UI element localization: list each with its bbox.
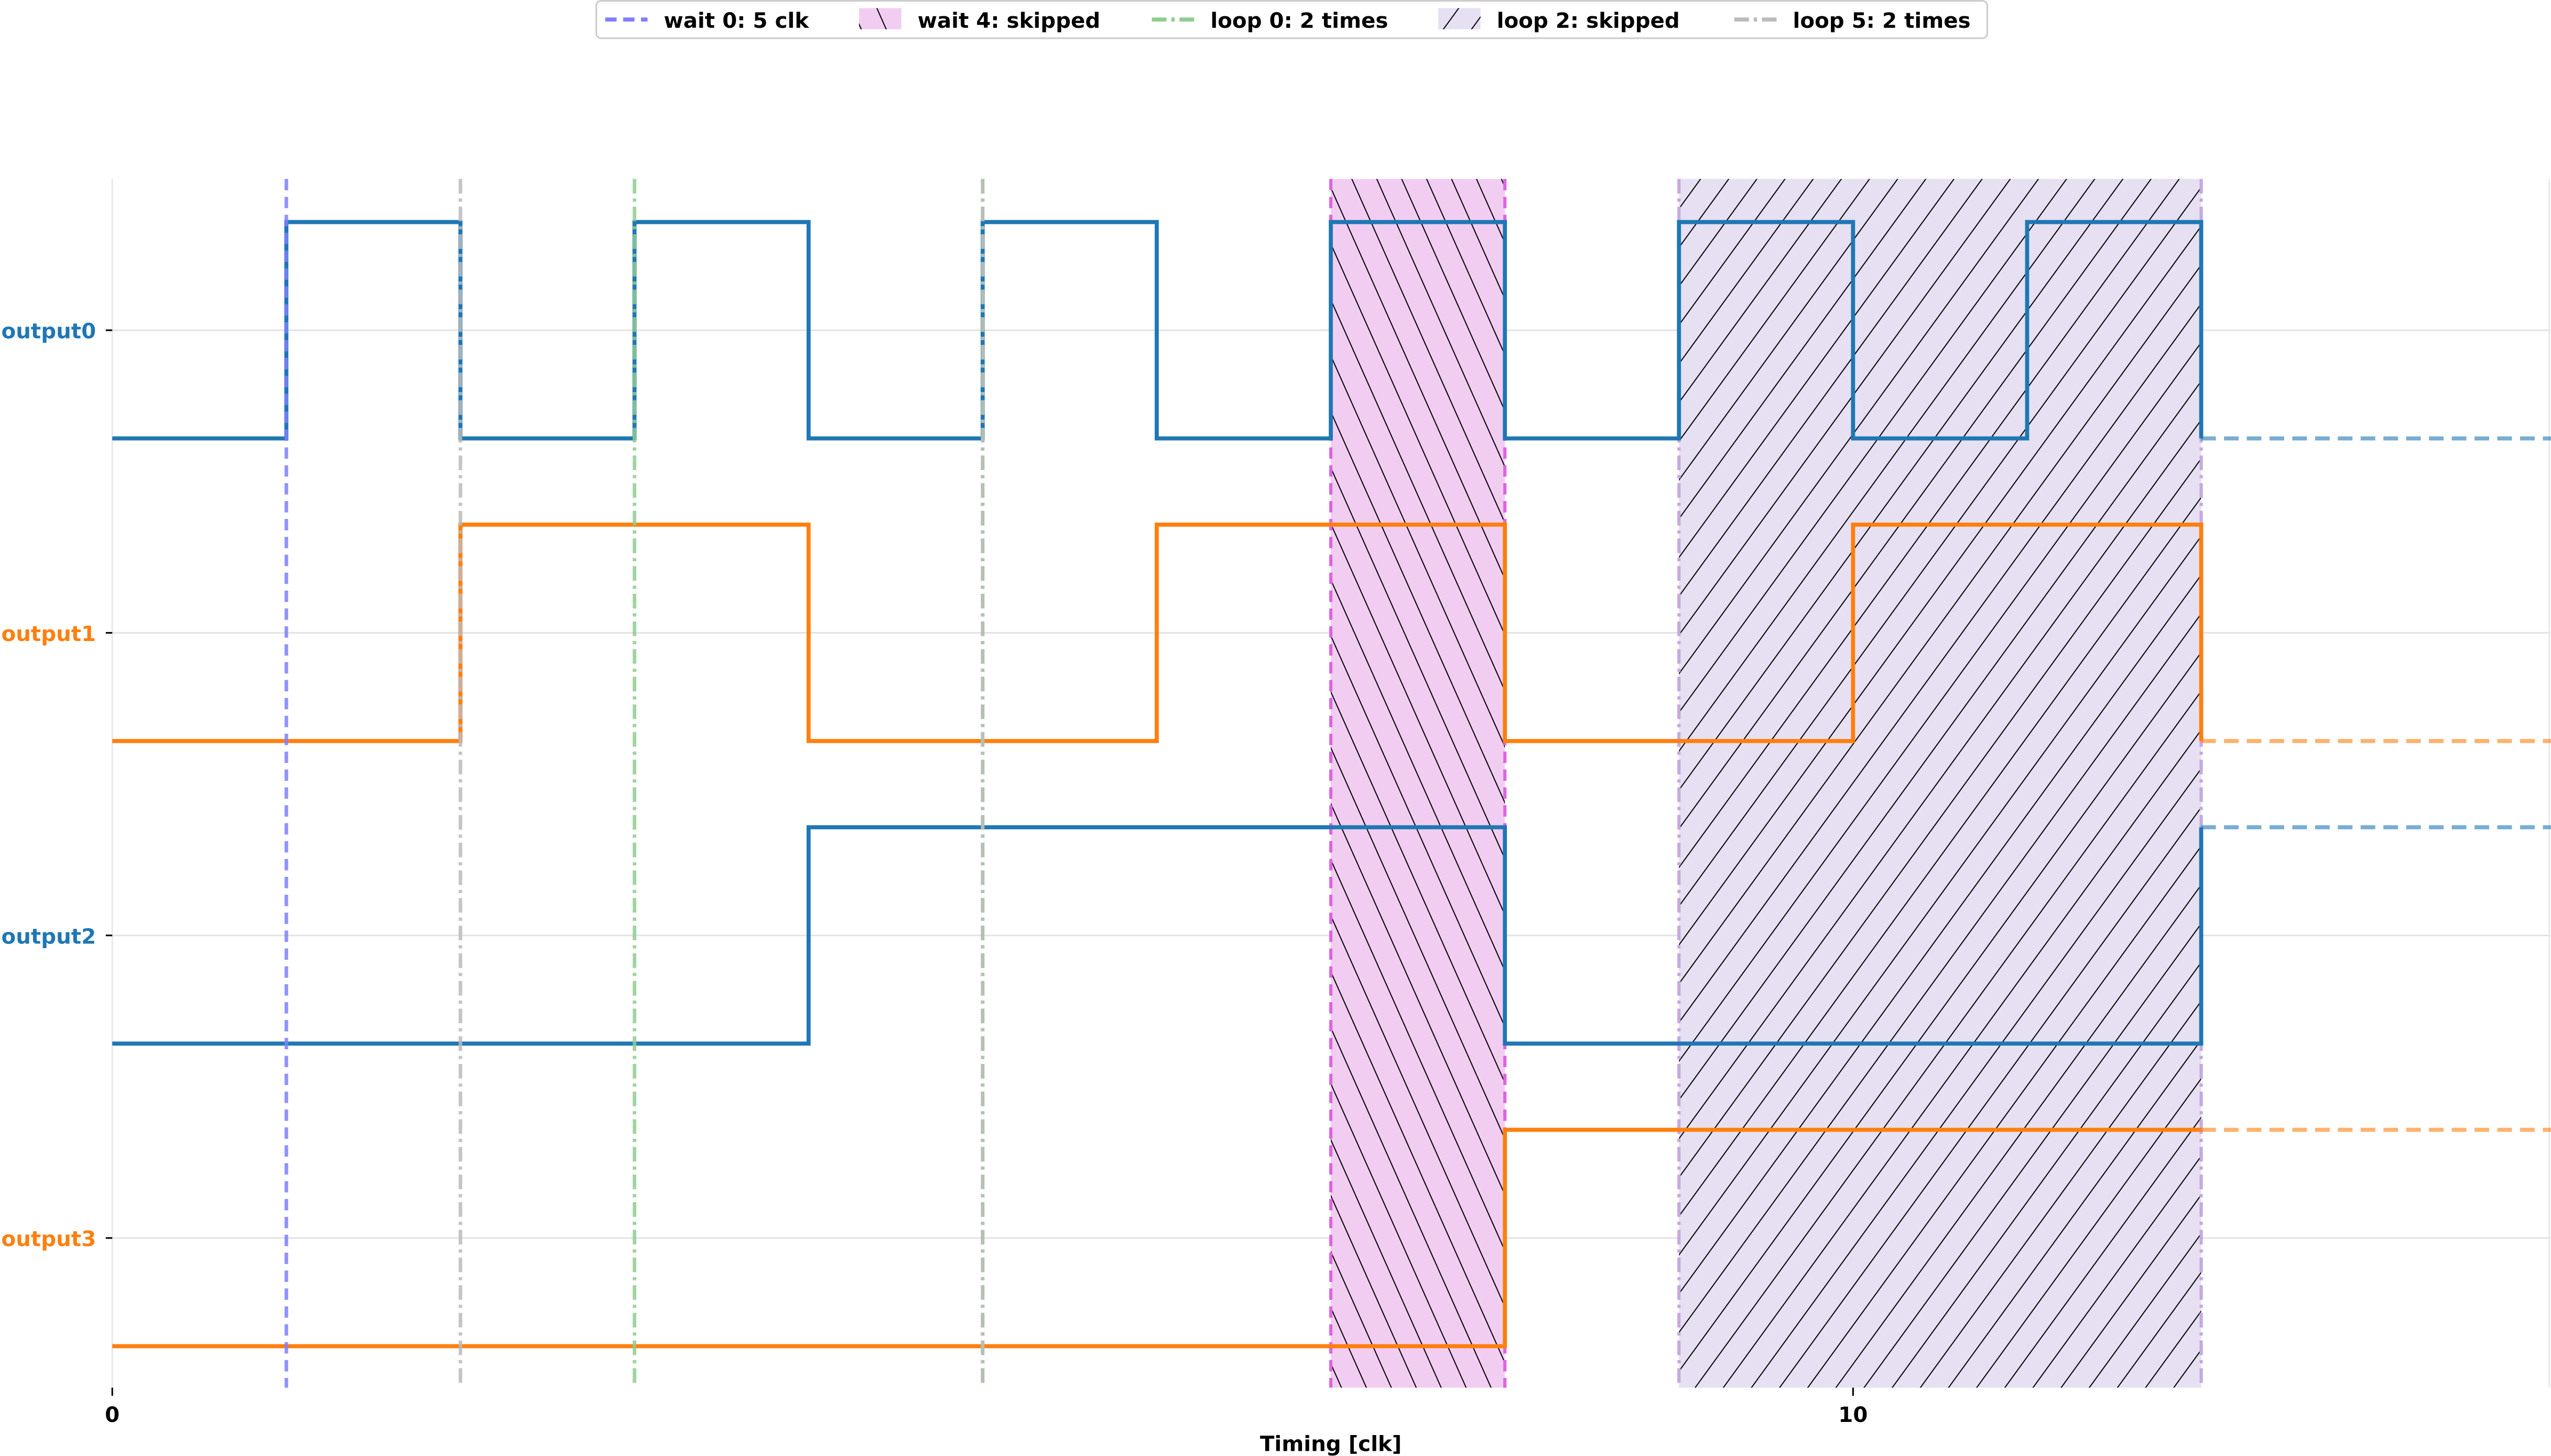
legend-swatch-hatch-1 bbox=[859, 8, 902, 29]
legend-label-3: loop 2: skipped bbox=[1497, 8, 1680, 33]
x-axis-label: Timing [clk] bbox=[1260, 1432, 1402, 1456]
y-tick-label-output2: output2 bbox=[1, 924, 96, 949]
region-3-hatch bbox=[1679, 179, 2201, 1388]
legend: wait 0: 5 clk wait 4: skipped loop 0: 2 ti… bbox=[595, 0, 1989, 39]
x-tick-label-10: 10 bbox=[1838, 1403, 1868, 1427]
trace-output3 bbox=[112, 1127, 2201, 1349]
y-tick-label-output3: output3 bbox=[1, 1227, 96, 1252]
trace-output2 bbox=[112, 825, 2203, 1046]
legend-label-1: wait 4: skipped bbox=[918, 8, 1101, 33]
skipped-regions bbox=[1329, 179, 2203, 1388]
axes: output0 output1 output2 output3 0 10 bbox=[1, 319, 1868, 1427]
legend-box bbox=[595, 0, 1989, 39]
legend-swatch-hatch-3 bbox=[1438, 8, 1481, 29]
legend-label-0: wait 0: 5 clk bbox=[664, 8, 809, 33]
legend-label-4: loop 5: 2 times bbox=[1793, 8, 1971, 33]
y-tick-label-output0: output0 bbox=[1, 319, 96, 344]
region-1-hatch bbox=[1331, 179, 1505, 1388]
marker-lines bbox=[284, 179, 985, 1388]
legend-label-2: loop 0: 2 times bbox=[1210, 8, 1388, 33]
x-tick-label-0: 0 bbox=[105, 1403, 120, 1427]
y-tick-label-output1: output1 bbox=[1, 622, 96, 646]
